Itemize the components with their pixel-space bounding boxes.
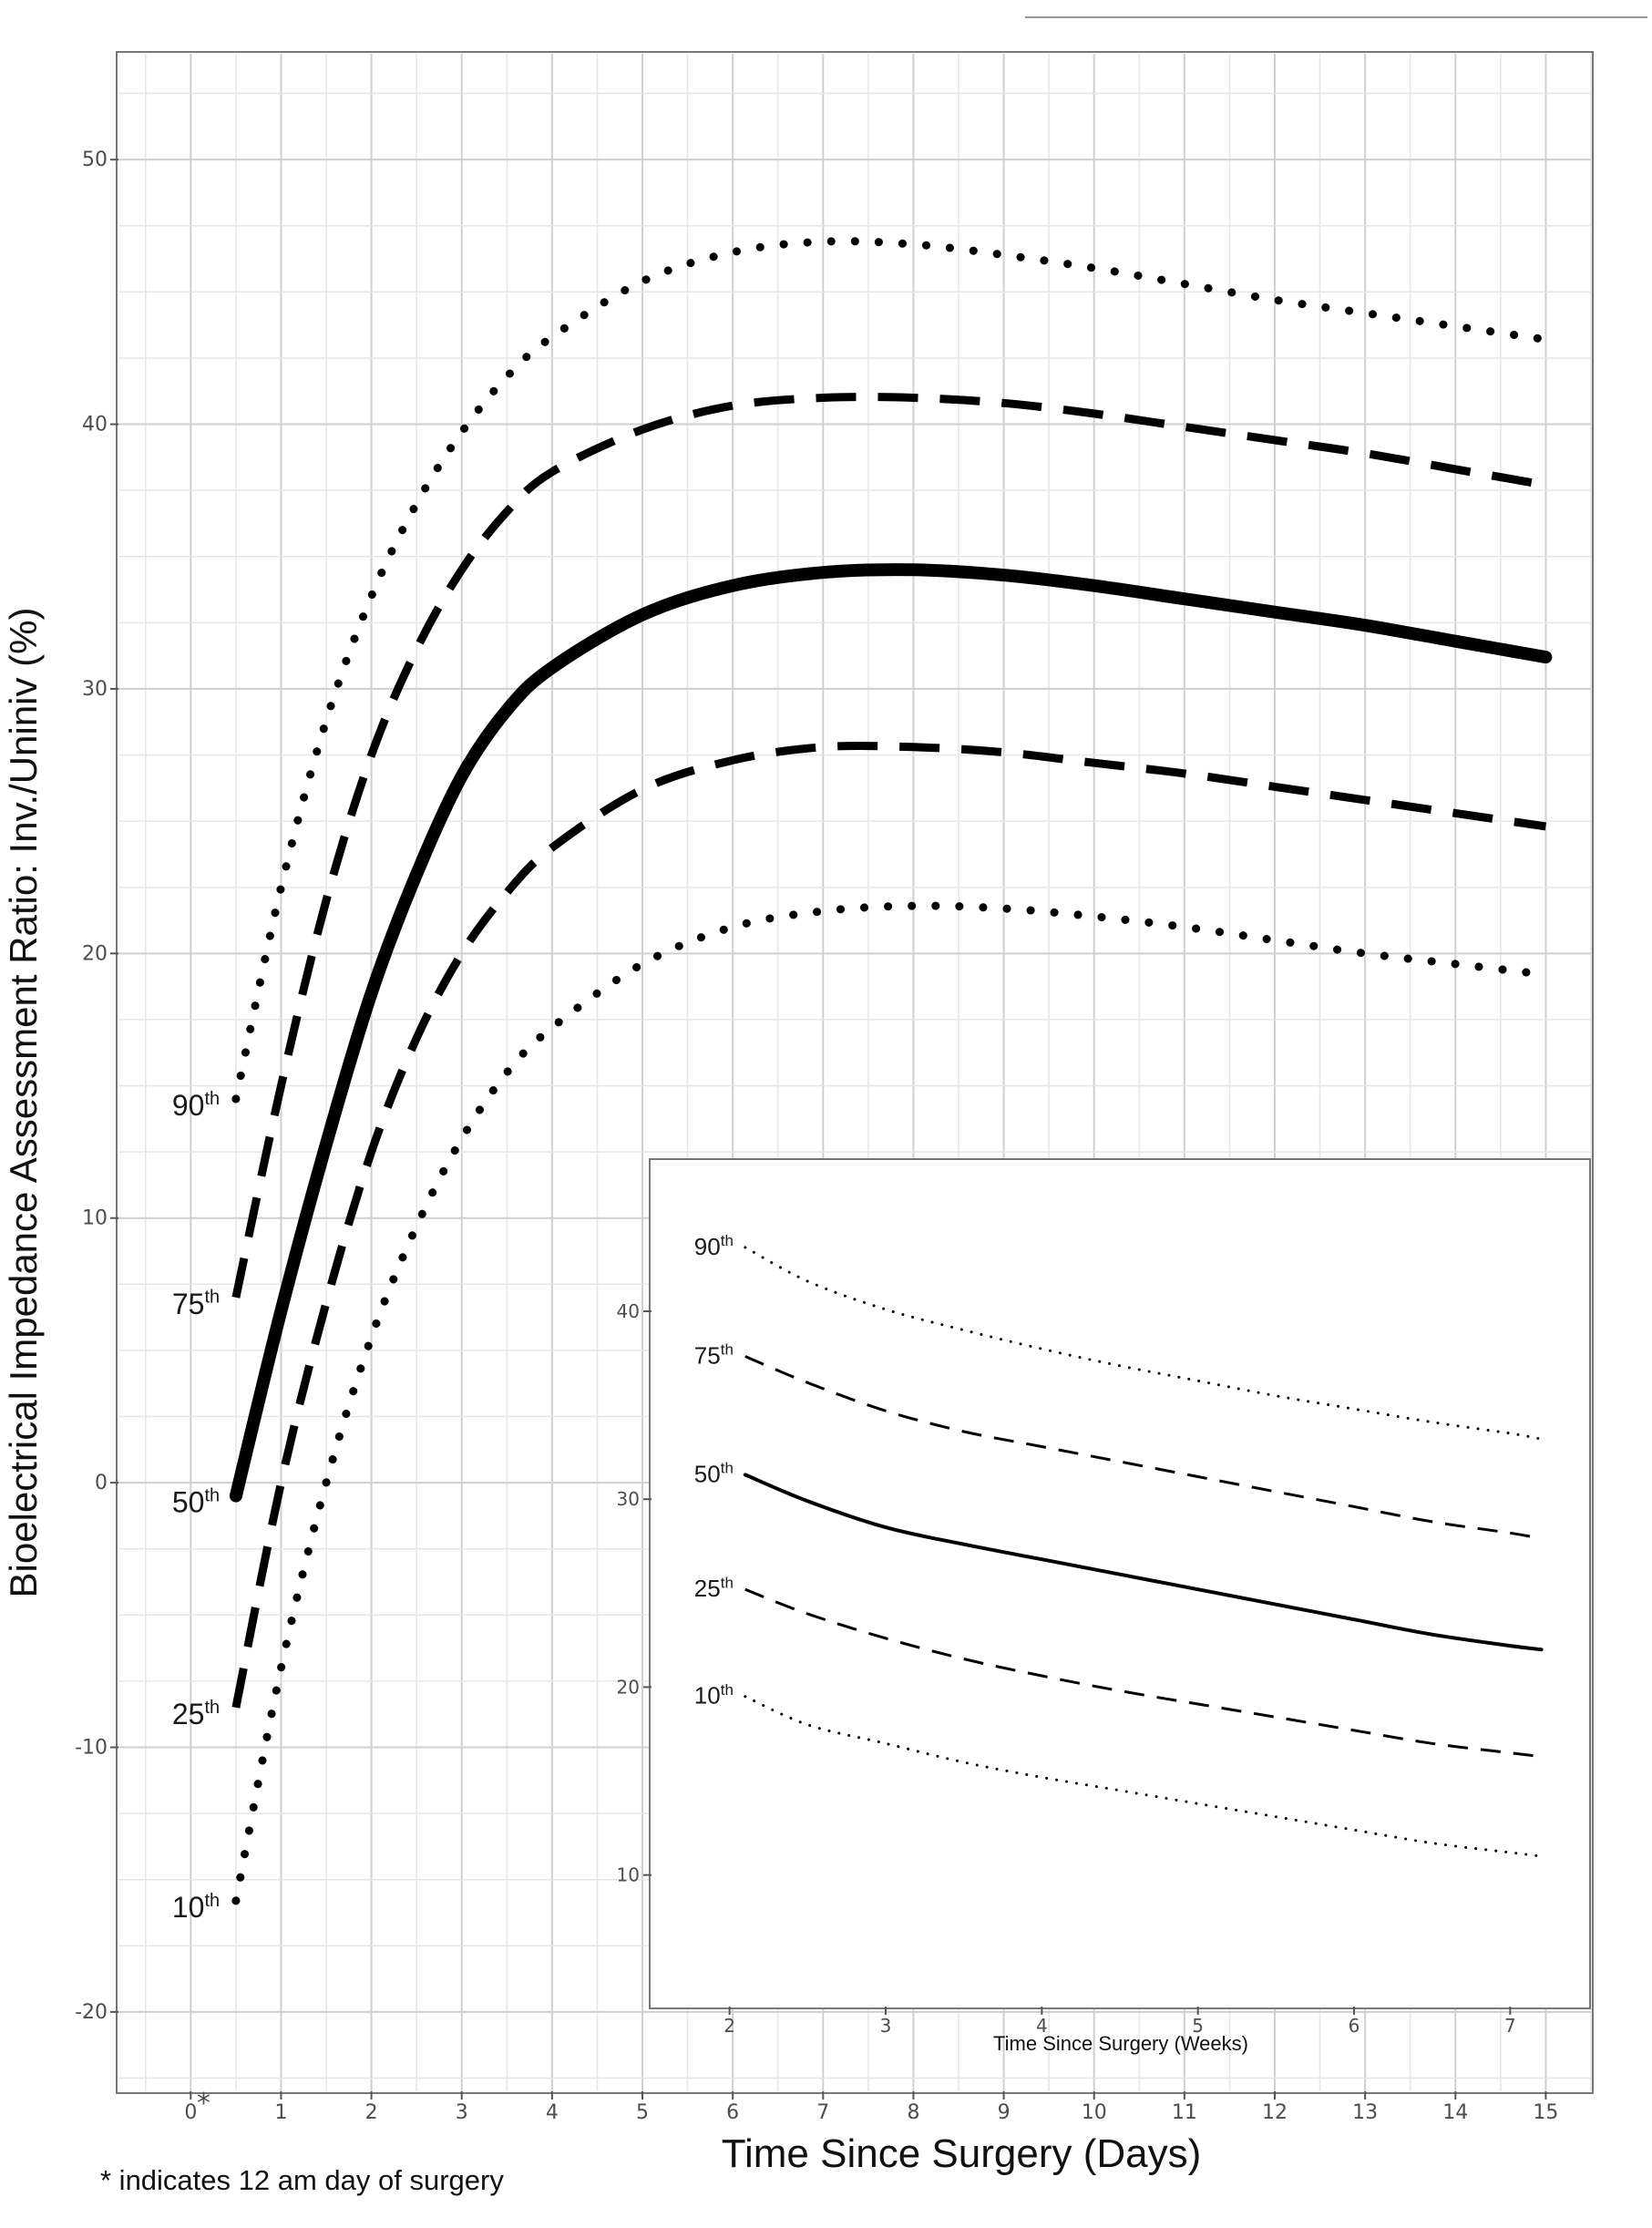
- x-tick-label: 5: [636, 2101, 649, 2124]
- x-tick-label: 6: [1349, 2015, 1360, 2037]
- y-tick-label: -10: [75, 1736, 108, 1759]
- series-label-25: 25th: [694, 1574, 734, 1602]
- inset-y-axis: 10 20 30 40: [617, 1300, 652, 1886]
- series-label-75: 75th: [694, 1341, 734, 1370]
- x-tick-label: 0: [184, 2101, 197, 2124]
- x-tick-label: 3: [456, 2101, 468, 2124]
- y-tick-label: 0: [95, 1472, 108, 1494]
- x-tick-label: 2: [723, 2015, 735, 2037]
- y-tick-label: 40: [82, 414, 108, 436]
- x-tick-label: 4: [546, 2101, 559, 2124]
- x-tick-label: 7: [816, 2101, 829, 2124]
- series-label-10: 10th: [694, 1681, 734, 1710]
- series-label-50: 50th: [694, 1460, 734, 1488]
- series-label-25: 25th: [172, 1698, 220, 1730]
- x-tick-label: 15: [1533, 2101, 1558, 2124]
- series-line-75: [231, 393, 1547, 1299]
- series-label-10: 10th: [172, 1891, 220, 1924]
- y-tick-label: 50: [82, 149, 108, 171]
- inset-series-labels: 90th 75th 50th 25th 10th: [694, 1232, 734, 1710]
- main-series-labels: 90th 75th 50th 25th 10th: [172, 1089, 220, 1924]
- inset-x-axis-title: Time Since Surgery (Weeks): [993, 2032, 1248, 2055]
- x-tick-label: 2: [365, 2101, 378, 2124]
- x-tick-label: 5: [1192, 2015, 1204, 2037]
- x-tick-label: 9: [998, 2101, 1011, 2124]
- series-label-90: 90th: [172, 1089, 220, 1122]
- inset-plot-frame: [649, 1158, 1591, 2009]
- series-line-25: [744, 1587, 1542, 1759]
- x-tick-label: 12: [1262, 2101, 1288, 2124]
- main-y-axis: -20 -10 0 10 20 30 40 50: [75, 149, 118, 2024]
- x-tick-label: 4: [1036, 2015, 1048, 2037]
- x-tick-label: 10: [1082, 2101, 1107, 2124]
- series-label-50: 50th: [172, 1485, 220, 1518]
- y-tick-label: 40: [617, 1300, 640, 1322]
- x-tick-label: 7: [1504, 2015, 1516, 2037]
- series-line-50: [229, 563, 1553, 1503]
- y-tick-label: 10: [617, 1864, 640, 1886]
- y-tick-label: 30: [617, 1488, 640, 1510]
- series-line-90: [231, 237, 1550, 1104]
- inset-chart: 2 3 4 5 6 7 10 20 30 40 90th 75th 50th 25th 10th Tim…: [617, 1158, 1591, 2055]
- y-tick-label: -20: [75, 2001, 108, 2024]
- inset-x-axis: 2 3 4 5 6 7: [723, 2007, 1516, 2037]
- y-tick-label: 20: [82, 942, 108, 965]
- series-label-75: 75th: [172, 1288, 220, 1320]
- y-tick-label: 10: [82, 1207, 108, 1230]
- x-tick-label: 1: [274, 2101, 287, 2124]
- main-x-axis: 0 1 2 3 4 5 6 7 8 9 10 11 12 13 14 15: [184, 2091, 1558, 2124]
- series-line-25: [231, 742, 1547, 1709]
- series-line-50: [743, 1473, 1544, 1652]
- x-axis-title: Time Since Surgery (Days): [722, 2131, 1202, 2176]
- main-series-group: [229, 237, 1553, 1905]
- inset-series-group: [743, 1246, 1544, 1858]
- series-label-90: 90th: [694, 1232, 734, 1260]
- x-tick-label: 14: [1442, 2101, 1468, 2124]
- x-tick-label: 8: [907, 2101, 919, 2124]
- series-line-10: [744, 1695, 1544, 1858]
- x-tick-label: 3: [880, 2015, 892, 2037]
- x-tick-label: 11: [1172, 2101, 1197, 2124]
- x-tick-label: 13: [1352, 2101, 1378, 2124]
- series-line-75: [744, 1355, 1542, 1540]
- zero-marker: *: [197, 2088, 210, 2120]
- y-tick-label: 20: [617, 1676, 640, 1698]
- y-axis-title: Bioelectrical Impedance Assessment Ratio…: [2, 608, 45, 1598]
- y-tick-label: 30: [82, 678, 108, 701]
- footnote: * indicates 12 am day of surgery: [100, 2164, 504, 2196]
- x-tick-label: 6: [726, 2101, 739, 2124]
